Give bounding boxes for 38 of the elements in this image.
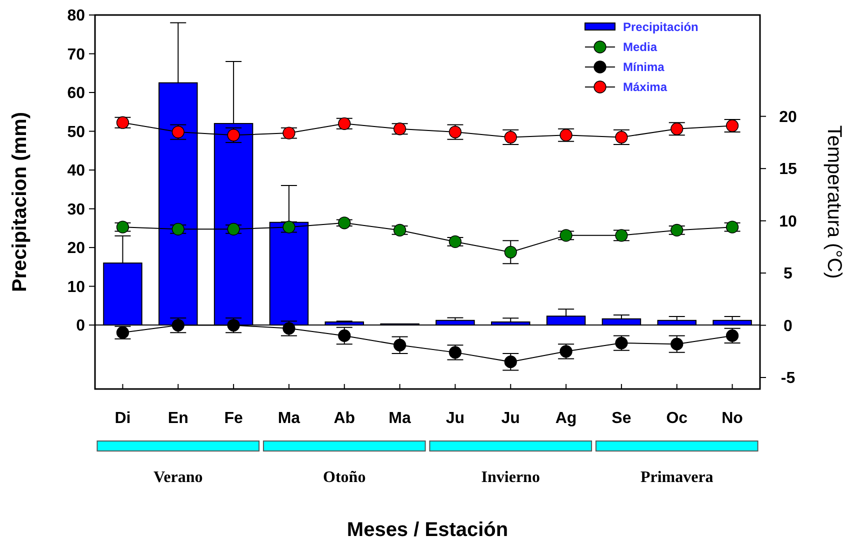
y2-tick-label: -5	[780, 370, 796, 388]
x-tick-label: Oc	[666, 410, 688, 427]
y-tick-label: 30	[67, 201, 86, 218]
x-tick-label: Ma	[388, 410, 412, 427]
x-tick-label: No	[722, 410, 744, 427]
y-tick-label: 20	[67, 240, 86, 258]
legend-label: Precipitación	[623, 20, 698, 34]
y-tick-label: 0	[76, 318, 86, 335]
y2-tick-label: 5	[784, 266, 793, 283]
x-tick-label: Ju	[501, 410, 520, 427]
y-tick-label: 40	[67, 162, 86, 180]
legend-label: Mínima	[623, 60, 665, 74]
y2-tick-label: 0	[784, 318, 793, 335]
legend-label: Máxima	[623, 80, 668, 94]
y2-tick-label: 10	[779, 213, 797, 230]
y2-tick-label: 20	[779, 108, 797, 126]
x-tick-label: Se	[612, 410, 632, 427]
y-tick-label: 50	[67, 124, 86, 141]
y2-tick-label: 15	[779, 161, 797, 178]
y-tick-label: 80	[67, 8, 86, 25]
x-tick-label: Fe	[224, 410, 243, 427]
x-tick-label: Di	[114, 410, 131, 427]
text: Verano	[154, 469, 203, 486]
x-axis-title: Meses / Estación	[346, 519, 508, 541]
y-axis-title: Precipitacion (mm)	[9, 112, 31, 292]
x-tick-label: En	[168, 410, 188, 427]
text: Primavera	[640, 469, 714, 486]
x-tick-label: Ab	[334, 410, 356, 427]
legend-label: Media	[623, 40, 658, 54]
y-tick-label: 10	[67, 278, 86, 296]
text: Invierno	[481, 469, 540, 486]
text: Otoño	[323, 469, 366, 486]
y2-axis-title: Temperatura (°C)	[823, 125, 845, 279]
x-tick-label: Ma	[278, 410, 300, 427]
x-tick-label: Ju	[446, 410, 465, 427]
y-tick-label: 70	[67, 46, 86, 64]
x-tick-label: Ag	[555, 410, 577, 427]
y-tick-label: 60	[67, 85, 86, 102]
